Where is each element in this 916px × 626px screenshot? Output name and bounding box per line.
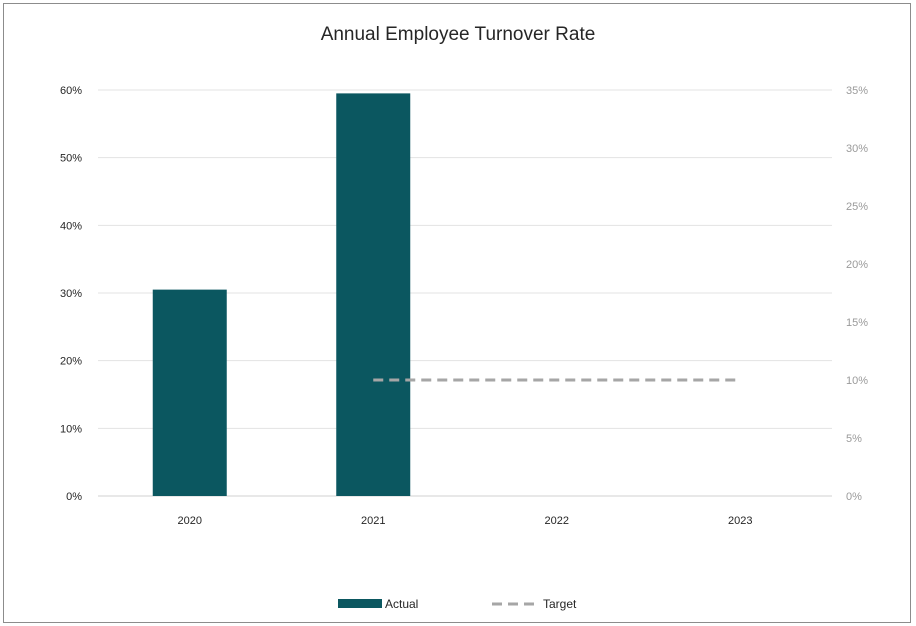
left-tick-label: 40% — [60, 220, 82, 232]
left-tick-label: 0% — [66, 491, 82, 503]
right-tick-label: 30% — [846, 143, 868, 155]
right-tick-label: 35% — [846, 85, 868, 97]
left-tick-label: 60% — [60, 85, 82, 97]
right-tick-label: 15% — [846, 317, 868, 329]
right-tick-label: 10% — [846, 375, 868, 387]
x-tick-label: 2023 — [728, 515, 752, 527]
right-tick-label: 5% — [846, 433, 862, 445]
left-tick-label: 50% — [60, 153, 82, 165]
legend-swatch-actual — [338, 599, 382, 608]
right-tick-label: 25% — [846, 201, 868, 213]
x-tick-label: 2020 — [178, 515, 202, 527]
left-tick-label: 20% — [60, 356, 82, 368]
chart-title: Annual Employee Turnover Rate — [320, 24, 596, 45]
bar-series — [152, 93, 411, 496]
left-axis-ticks: 0% 10% 20% 30% 40% 50% 60% — [60, 85, 82, 503]
bar — [336, 93, 411, 496]
right-tick-label: 20% — [846, 259, 868, 271]
legend-label-actual: Actual — [385, 597, 418, 611]
right-axis-ticks: 0% 5% 10% 15% 20% 25% 30% 35% — [846, 85, 868, 503]
legend: Actual Target — [338, 597, 577, 611]
x-tick-label: 2021 — [361, 515, 385, 527]
bar — [152, 289, 227, 496]
x-axis-ticks: 2020 2021 2022 2023 — [178, 515, 753, 527]
legend-label-target: Target — [543, 597, 577, 611]
x-tick-label: 2022 — [545, 515, 569, 527]
right-tick-label: 0% — [846, 491, 862, 503]
left-tick-label: 30% — [60, 288, 82, 300]
left-tick-label: 10% — [60, 423, 82, 435]
